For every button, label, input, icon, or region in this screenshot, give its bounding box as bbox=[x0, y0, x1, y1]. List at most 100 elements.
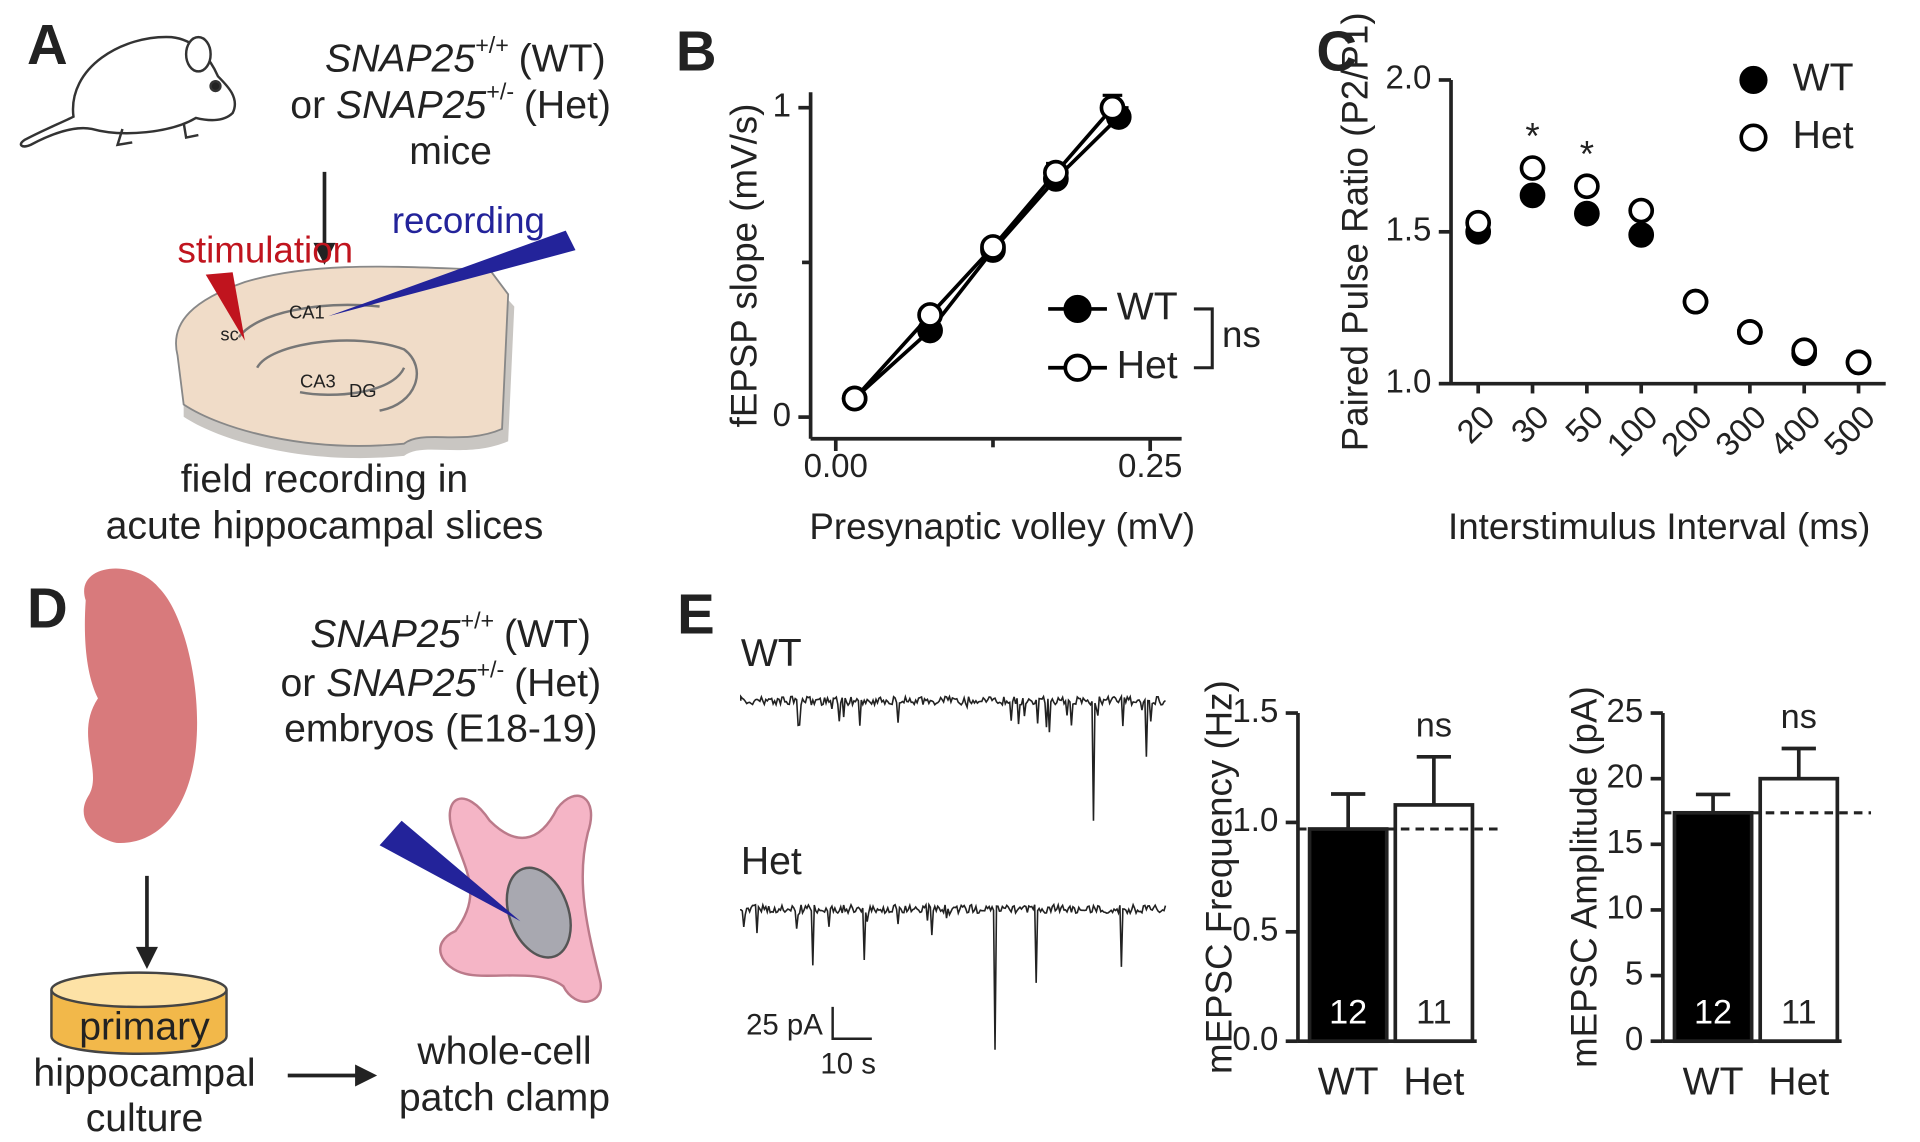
current-trace bbox=[740, 693, 1166, 821]
trace-label: WT bbox=[741, 632, 802, 675]
annotation: ns bbox=[1416, 706, 1452, 744]
mouse-drawing bbox=[19, 35, 237, 148]
legend-label: WT bbox=[1117, 285, 1178, 328]
marker bbox=[841, 385, 868, 412]
panel-label: C bbox=[1316, 19, 1357, 82]
marker bbox=[1519, 182, 1546, 209]
genotype-superscript: +/+ bbox=[461, 608, 495, 634]
caption: whole-cell bbox=[416, 1030, 591, 1073]
caption: field recording in bbox=[181, 458, 468, 501]
word: or bbox=[281, 662, 316, 705]
y-tick-label: 0.0 bbox=[1232, 1021, 1278, 1058]
marker bbox=[1682, 288, 1709, 315]
caption: culture bbox=[86, 1097, 204, 1140]
y-tick-label: 1.5 bbox=[1232, 693, 1278, 730]
genotype-line: or SNAP25+/- (Het) bbox=[281, 657, 602, 706]
region-label: CA3 bbox=[300, 370, 336, 391]
caption: hippocampal bbox=[33, 1052, 255, 1095]
x-tick-label: 20 bbox=[1450, 399, 1502, 451]
caption: acute hippocampal slices bbox=[106, 504, 544, 547]
y-axis-label: mEPSC Frequency (Hz) bbox=[1199, 680, 1240, 1074]
y-tick-label: 5 bbox=[1625, 955, 1643, 992]
bar-count-label: 11 bbox=[1416, 993, 1452, 1031]
x-tick-label: 200 bbox=[1654, 399, 1719, 464]
bar-count-label: 11 bbox=[1781, 993, 1817, 1031]
error-bar bbox=[1695, 792, 1731, 813]
y-tick-label: 1.0 bbox=[1232, 802, 1278, 839]
y-axis-label: Paired Pulse Ratio (P2/P1) bbox=[1335, 12, 1376, 451]
annotation: ns bbox=[1222, 314, 1261, 355]
embryo-drawing bbox=[83, 568, 198, 843]
genotype-superscript: +/+ bbox=[475, 32, 509, 58]
marker bbox=[1628, 197, 1655, 224]
error-bar bbox=[1331, 792, 1366, 829]
error-bar bbox=[1416, 754, 1452, 805]
marker bbox=[980, 234, 1006, 260]
x-tick-label: 0.25 bbox=[1118, 448, 1182, 485]
y-axis-label: fEPSP slope (mV/s) bbox=[724, 104, 765, 428]
x-tick-label: 400 bbox=[1763, 399, 1828, 464]
y-tick-label: 1 bbox=[773, 87, 791, 124]
patch-pipette bbox=[379, 820, 521, 922]
marker bbox=[1519, 155, 1546, 181]
y-tick-label: 0 bbox=[1625, 1021, 1643, 1058]
x-tick-label: 500 bbox=[1817, 399, 1882, 464]
y-tick-label: 20 bbox=[1606, 758, 1643, 795]
y-tick-label: 2.0 bbox=[1385, 60, 1431, 97]
nucleus bbox=[505, 866, 572, 959]
culture-dish bbox=[50, 971, 228, 1055]
panel-label: B bbox=[676, 19, 717, 82]
y-tick-label: 1.5 bbox=[1385, 212, 1431, 249]
x-tick-label: 0.00 bbox=[804, 448, 868, 485]
marker bbox=[1043, 159, 1069, 186]
error-bar bbox=[1781, 746, 1816, 779]
gene-name: SNAP25 bbox=[336, 84, 486, 127]
marker bbox=[1791, 337, 1818, 364]
current-trace bbox=[740, 902, 1167, 1050]
scale-label: 10 s bbox=[820, 1047, 876, 1080]
genotype-line: SNAP25+/+ (WT) bbox=[325, 32, 606, 81]
x-tick-label: Het bbox=[1768, 1060, 1829, 1103]
marker bbox=[917, 302, 943, 328]
region-label: DG bbox=[349, 380, 377, 401]
genotype-tag: (WT) bbox=[504, 613, 591, 656]
subject: mice bbox=[409, 130, 492, 173]
marker bbox=[1737, 319, 1763, 345]
legend-label: WT bbox=[1793, 56, 1854, 99]
trace-label: Het bbox=[741, 840, 802, 883]
x-tick-label: WT bbox=[1683, 1060, 1744, 1103]
y-tick-label: 15 bbox=[1606, 824, 1643, 861]
panel-label: A bbox=[27, 13, 68, 76]
word: or bbox=[290, 84, 325, 127]
genotype-line: or SNAP25+/- (Het) bbox=[290, 79, 611, 128]
legend-marker bbox=[1063, 294, 1092, 324]
genotype-superscript: +/- bbox=[476, 657, 504, 683]
scale-label: 25 pA bbox=[746, 1008, 823, 1041]
recording-electrode bbox=[328, 230, 576, 317]
y-tick-label: 1.0 bbox=[1385, 363, 1431, 400]
x-tick-label: 30 bbox=[1504, 399, 1556, 451]
annotation: * bbox=[1580, 134, 1594, 175]
x-tick-label: Het bbox=[1403, 1060, 1464, 1103]
legend-marker bbox=[1739, 65, 1768, 95]
panel-label: D bbox=[27, 577, 68, 640]
marker bbox=[1574, 200, 1600, 227]
y-axis-label: mEPSC Amplitude (pA) bbox=[1564, 686, 1605, 1068]
marker bbox=[1099, 94, 1126, 121]
marker bbox=[1845, 349, 1872, 376]
subject: embryos (E18-19) bbox=[284, 708, 598, 751]
gene-name: SNAP25 bbox=[325, 38, 475, 81]
x-tick-label: WT bbox=[1318, 1060, 1379, 1103]
legend-label: Het bbox=[1117, 344, 1178, 387]
x-axis-label: Interstimulus Interval (ms) bbox=[1448, 506, 1870, 547]
legend-marker bbox=[1739, 123, 1768, 152]
y-tick-label: 25 bbox=[1606, 693, 1643, 730]
scale-bar bbox=[831, 1006, 872, 1040]
genotype-tag: (Het) bbox=[524, 84, 611, 127]
bracket bbox=[1193, 307, 1214, 370]
arrowhead bbox=[355, 1064, 378, 1087]
bar bbox=[1672, 810, 1754, 1044]
arrowhead bbox=[135, 946, 158, 969]
caption: patch clamp bbox=[399, 1076, 610, 1119]
